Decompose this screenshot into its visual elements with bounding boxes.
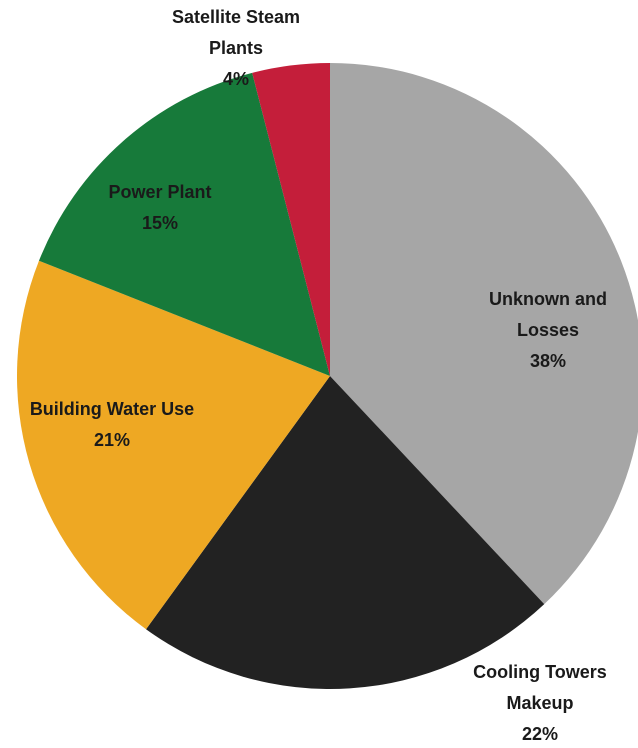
pie-slice	[38, 72, 331, 377]
category-label: Power Plant	[108, 182, 212, 202]
value-label: 4%	[222, 69, 249, 89]
slice-label: Building Water Use 21%	[15, 394, 210, 456]
slice-label: Power Plant 15%	[80, 177, 240, 239]
pie-slice	[16, 260, 331, 630]
category-label: Building Water Use	[29, 399, 195, 419]
value-label: 15%	[141, 213, 179, 233]
slice-label: Satellite Steam Plants 4%	[161, 2, 311, 95]
category-label: Satellite Steam Plants	[171, 7, 301, 58]
category-label: Unknown and Losses	[489, 289, 607, 340]
slice-label: Unknown and Losses 38%	[488, 284, 608, 377]
value-label: 38%	[529, 351, 567, 371]
value-label: 22%	[521, 724, 559, 744]
pie-slice	[146, 376, 545, 689]
pie-slice	[330, 63, 638, 605]
pie-slice	[252, 63, 330, 376]
value-label: 21%	[93, 430, 131, 450]
category-label: Cooling Towers Makeup	[473, 662, 607, 713]
slice-label: Cooling Towers Makeup 22%	[450, 657, 630, 748]
